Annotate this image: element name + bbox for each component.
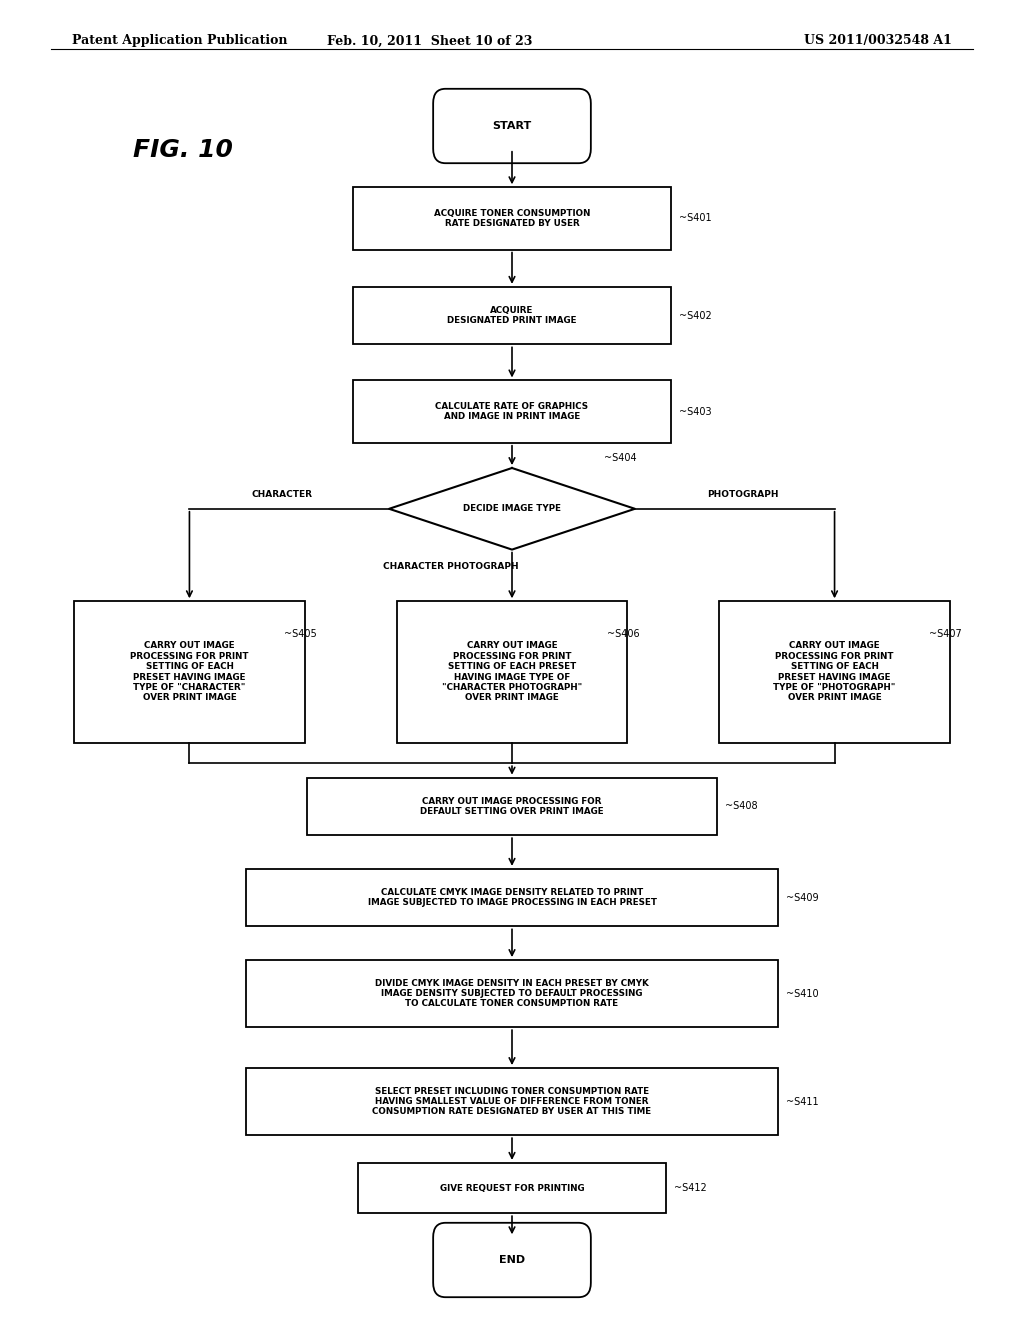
- Text: ~S405: ~S405: [284, 628, 316, 639]
- Text: Patent Application Publication: Patent Application Publication: [72, 34, 287, 48]
- Text: ~S402: ~S402: [679, 310, 712, 321]
- Text: ~S401: ~S401: [679, 214, 712, 223]
- Text: ~S412: ~S412: [674, 1183, 707, 1193]
- Text: DECIDE IMAGE TYPE: DECIDE IMAGE TYPE: [463, 504, 561, 513]
- FancyBboxPatch shape: [246, 1068, 778, 1135]
- Text: CARRY OUT IMAGE
PROCESSING FOR PRINT
SETTING OF EACH
PRESET HAVING IMAGE
TYPE OF: CARRY OUT IMAGE PROCESSING FOR PRINT SET…: [130, 642, 249, 702]
- Polygon shape: [389, 469, 635, 549]
- FancyBboxPatch shape: [353, 380, 671, 442]
- Text: ~S406: ~S406: [606, 628, 639, 639]
- Text: END: END: [499, 1255, 525, 1265]
- Text: ACQUIRE TONER CONSUMPTION
RATE DESIGNATED BY USER: ACQUIRE TONER CONSUMPTION RATE DESIGNATE…: [434, 209, 590, 228]
- Text: ACQUIRE
DESIGNATED PRINT IMAGE: ACQUIRE DESIGNATED PRINT IMAGE: [447, 306, 577, 325]
- FancyBboxPatch shape: [433, 1222, 591, 1298]
- Text: Feb. 10, 2011  Sheet 10 of 23: Feb. 10, 2011 Sheet 10 of 23: [328, 34, 532, 48]
- FancyBboxPatch shape: [246, 960, 778, 1027]
- Text: DIVIDE CMYK IMAGE DENSITY IN EACH PRESET BY CMYK
IMAGE DENSITY SUBJECTED TO DEFA: DIVIDE CMYK IMAGE DENSITY IN EACH PRESET…: [375, 978, 649, 1008]
- Text: SELECT PRESET INCLUDING TONER CONSUMPTION RATE
HAVING SMALLEST VALUE OF DIFFEREN: SELECT PRESET INCLUDING TONER CONSUMPTIO…: [373, 1086, 651, 1117]
- Text: ~S408: ~S408: [725, 801, 758, 812]
- FancyBboxPatch shape: [353, 187, 671, 249]
- Text: ~S410: ~S410: [786, 989, 819, 999]
- Text: FIG. 10: FIG. 10: [133, 139, 233, 162]
- Text: PHOTOGRAPH: PHOTOGRAPH: [707, 490, 778, 499]
- FancyBboxPatch shape: [719, 601, 949, 743]
- Text: CHARACTER PHOTOGRAPH: CHARACTER PHOTOGRAPH: [383, 562, 518, 570]
- Text: START: START: [493, 121, 531, 131]
- Text: CALCULATE CMYK IMAGE DENSITY RELATED TO PRINT
IMAGE SUBJECTED TO IMAGE PROCESSIN: CALCULATE CMYK IMAGE DENSITY RELATED TO …: [368, 888, 656, 907]
- FancyBboxPatch shape: [433, 88, 591, 164]
- Text: CARRY OUT IMAGE
PROCESSING FOR PRINT
SETTING OF EACH PRESET
HAVING IMAGE TYPE OF: CARRY OUT IMAGE PROCESSING FOR PRINT SET…: [442, 642, 582, 702]
- Text: CARRY OUT IMAGE PROCESSING FOR
DEFAULT SETTING OVER PRINT IMAGE: CARRY OUT IMAGE PROCESSING FOR DEFAULT S…: [420, 797, 604, 816]
- Text: ~S404: ~S404: [604, 453, 637, 463]
- Text: CARRY OUT IMAGE
PROCESSING FOR PRINT
SETTING OF EACH
PRESET HAVING IMAGE
TYPE OF: CARRY OUT IMAGE PROCESSING FOR PRINT SET…: [773, 642, 896, 702]
- FancyBboxPatch shape: [307, 777, 717, 836]
- FancyBboxPatch shape: [246, 869, 778, 927]
- Text: GIVE REQUEST FOR PRINTING: GIVE REQUEST FOR PRINTING: [439, 1184, 585, 1192]
- Text: CHARACTER: CHARACTER: [251, 490, 312, 499]
- Text: ~S407: ~S407: [930, 628, 962, 639]
- FancyBboxPatch shape: [74, 601, 305, 743]
- Text: ~S409: ~S409: [786, 892, 819, 903]
- Text: ~S403: ~S403: [679, 407, 712, 417]
- FancyBboxPatch shape: [358, 1163, 666, 1213]
- FancyBboxPatch shape: [397, 601, 627, 743]
- Text: ~S411: ~S411: [786, 1097, 819, 1106]
- Text: CALCULATE RATE OF GRAPHICS
AND IMAGE IN PRINT IMAGE: CALCULATE RATE OF GRAPHICS AND IMAGE IN …: [435, 401, 589, 421]
- Text: US 2011/0032548 A1: US 2011/0032548 A1: [805, 34, 952, 48]
- FancyBboxPatch shape: [353, 286, 671, 345]
